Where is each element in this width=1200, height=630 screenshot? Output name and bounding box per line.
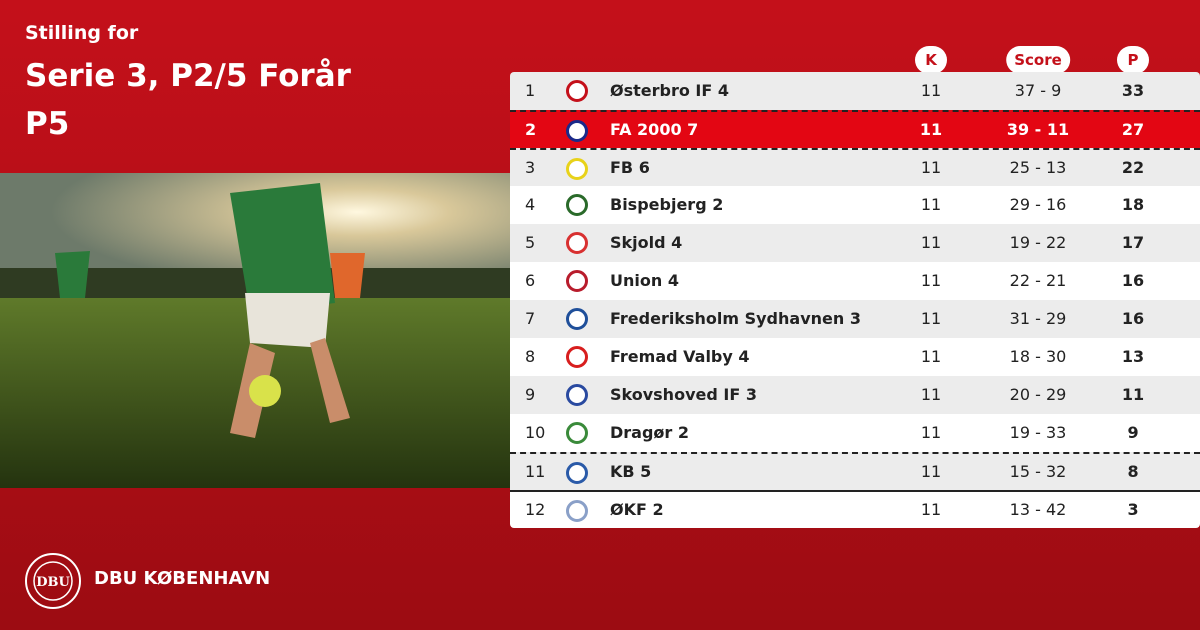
team-name: Bispebjerg 2	[610, 195, 724, 214]
club-logo	[566, 194, 588, 216]
team-name: FA 2000 7	[610, 120, 699, 139]
rank: 6	[525, 271, 536, 290]
team-name: FB 6	[610, 158, 650, 177]
team-name: Østerbro IF 4	[610, 81, 730, 100]
table-row: 1 Østerbro IF 4 11 37 - 9 33	[510, 72, 1200, 110]
table-row: 4 Bispebjerg 2 11 29 - 16 18	[510, 186, 1200, 224]
table-row: 12 ØKF 2 11 13 - 42 3	[510, 490, 1200, 528]
team-name: Skjold 4	[610, 233, 683, 252]
photo	[0, 173, 510, 488]
table-row: 7 Frederiksholm Sydhavnen 3 11 31 - 29 16	[510, 300, 1200, 338]
dbu-logo: DBU	[25, 553, 81, 609]
rank: 11	[525, 462, 546, 481]
club-logo	[566, 384, 588, 406]
svg-text:DBU: DBU	[36, 575, 70, 590]
column-header: P	[1117, 46, 1149, 74]
table-row: 3 FB 6 11 25 - 13 22	[510, 148, 1200, 186]
team-name: KB 5	[610, 462, 652, 481]
rank: 8	[525, 347, 536, 366]
table-row: 11 KB 5 11 15 - 32 8	[510, 452, 1200, 490]
standings-table: 1 Østerbro IF 4 11 37 - 9 33 2 FA 2000 7 11 39 -…	[510, 72, 1200, 528]
rank: 2	[525, 120, 537, 139]
rank: 7	[525, 309, 536, 328]
club-logo	[566, 120, 588, 142]
rank: 10	[525, 423, 546, 442]
rank: 4	[525, 195, 536, 214]
club-logo	[566, 270, 588, 292]
club-logo	[566, 158, 588, 180]
table-row: 6 Union 4 11 22 - 21 16	[510, 262, 1200, 300]
subtitle: P5	[25, 106, 70, 142]
table-row: 10 Dragør 2 11 19 - 33 9	[510, 414, 1200, 452]
table-row: 2 FA 2000 7 11 39 - 11 27	[510, 110, 1200, 148]
rank: 3	[525, 158, 536, 177]
table-row: 8 Fremad Valby 4 11 18 - 30 13	[510, 338, 1200, 376]
rank: 1	[525, 81, 536, 100]
team-name: Skovshoved IF 3	[610, 385, 757, 404]
rank: 9	[525, 385, 536, 404]
club-logo	[566, 308, 588, 330]
team-name: Dragør 2	[610, 423, 690, 442]
column-header: K	[915, 46, 947, 74]
club-logo	[566, 462, 588, 484]
club-logo	[566, 232, 588, 254]
team-name: Fremad Valby 4	[610, 347, 750, 366]
column-header: Score	[1006, 46, 1070, 74]
club-logo	[566, 500, 588, 522]
club-logo	[566, 422, 588, 444]
kicker: Stilling for	[25, 22, 139, 44]
team-name: ØKF 2	[610, 500, 664, 519]
title: Serie 3, P2/5 Forår	[25, 58, 351, 94]
club-logo	[566, 346, 588, 368]
table-row: 5 Skjold 4 11 19 - 22 17	[510, 224, 1200, 262]
team-name: Union 4	[610, 271, 679, 290]
table-row: 9 Skovshoved IF 3 11 20 - 29 11	[510, 376, 1200, 414]
team-name: Frederiksholm Sydhavnen 3	[610, 309, 861, 328]
rank: 12	[525, 500, 546, 519]
brand: DBU KØBENHAVN	[94, 568, 271, 589]
club-logo	[566, 80, 588, 102]
rank: 5	[525, 233, 536, 252]
